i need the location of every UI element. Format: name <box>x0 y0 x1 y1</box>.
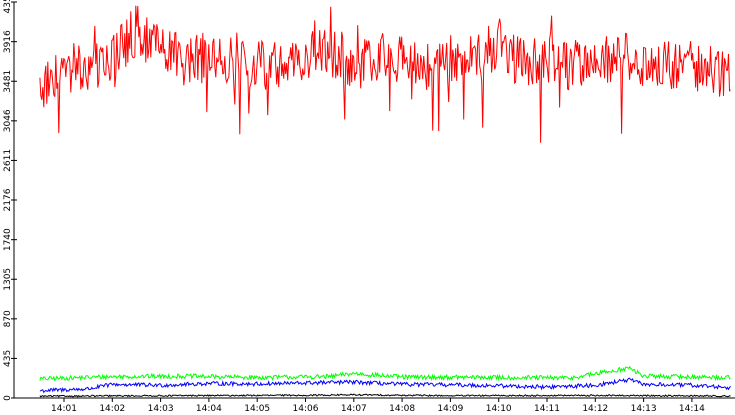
y-tick-label: 1305 <box>3 268 13 291</box>
series-line-3 <box>39 377 731 394</box>
series-layer <box>39 5 731 398</box>
y-tick-label: 3046 <box>3 109 13 132</box>
y-tick-label: 4352 <box>3 0 13 13</box>
x-tick-label: 14:04 <box>196 404 222 414</box>
y-tick-label: 2176 <box>3 188 13 211</box>
x-tick-label: 14:08 <box>389 404 415 414</box>
x-tick-label: 14:13 <box>631 404 657 414</box>
x-tick-label: 14:09 <box>437 404 463 414</box>
x-tick-label: 14:07 <box>341 404 367 414</box>
y-tick-label: 2611 <box>3 149 13 172</box>
x-tick-label: 14:01 <box>51 404 77 414</box>
y-tick-label: 3481 <box>3 70 13 93</box>
x-tick-label: 14:05 <box>244 404 270 414</box>
y-tick-label: 3916 <box>3 30 13 53</box>
series-line-4 <box>39 393 731 398</box>
x-tick-label: 14:06 <box>293 404 319 414</box>
x-tick-label: 14:14 <box>679 404 705 414</box>
y-tick-label: 435 <box>3 350 13 367</box>
x-tick-label: 14:02 <box>99 404 125 414</box>
x-tick-label: 14:11 <box>534 404 560 414</box>
x-tick-label: 14:12 <box>582 404 608 414</box>
series-line-2 <box>39 365 731 382</box>
series-line-1 <box>39 5 731 143</box>
axis-layer: 0 435 870 1305 1740 2176 2611 3046 3481 3916 4352 1… <box>3 0 735 414</box>
y-tick-label: 870 <box>3 310 13 327</box>
x-tick-label: 14:03 <box>148 404 174 414</box>
y-tick-label: 0 <box>3 395 13 401</box>
y-tick-label: 1740 <box>3 228 13 251</box>
x-tick-label: 14:10 <box>486 404 512 414</box>
